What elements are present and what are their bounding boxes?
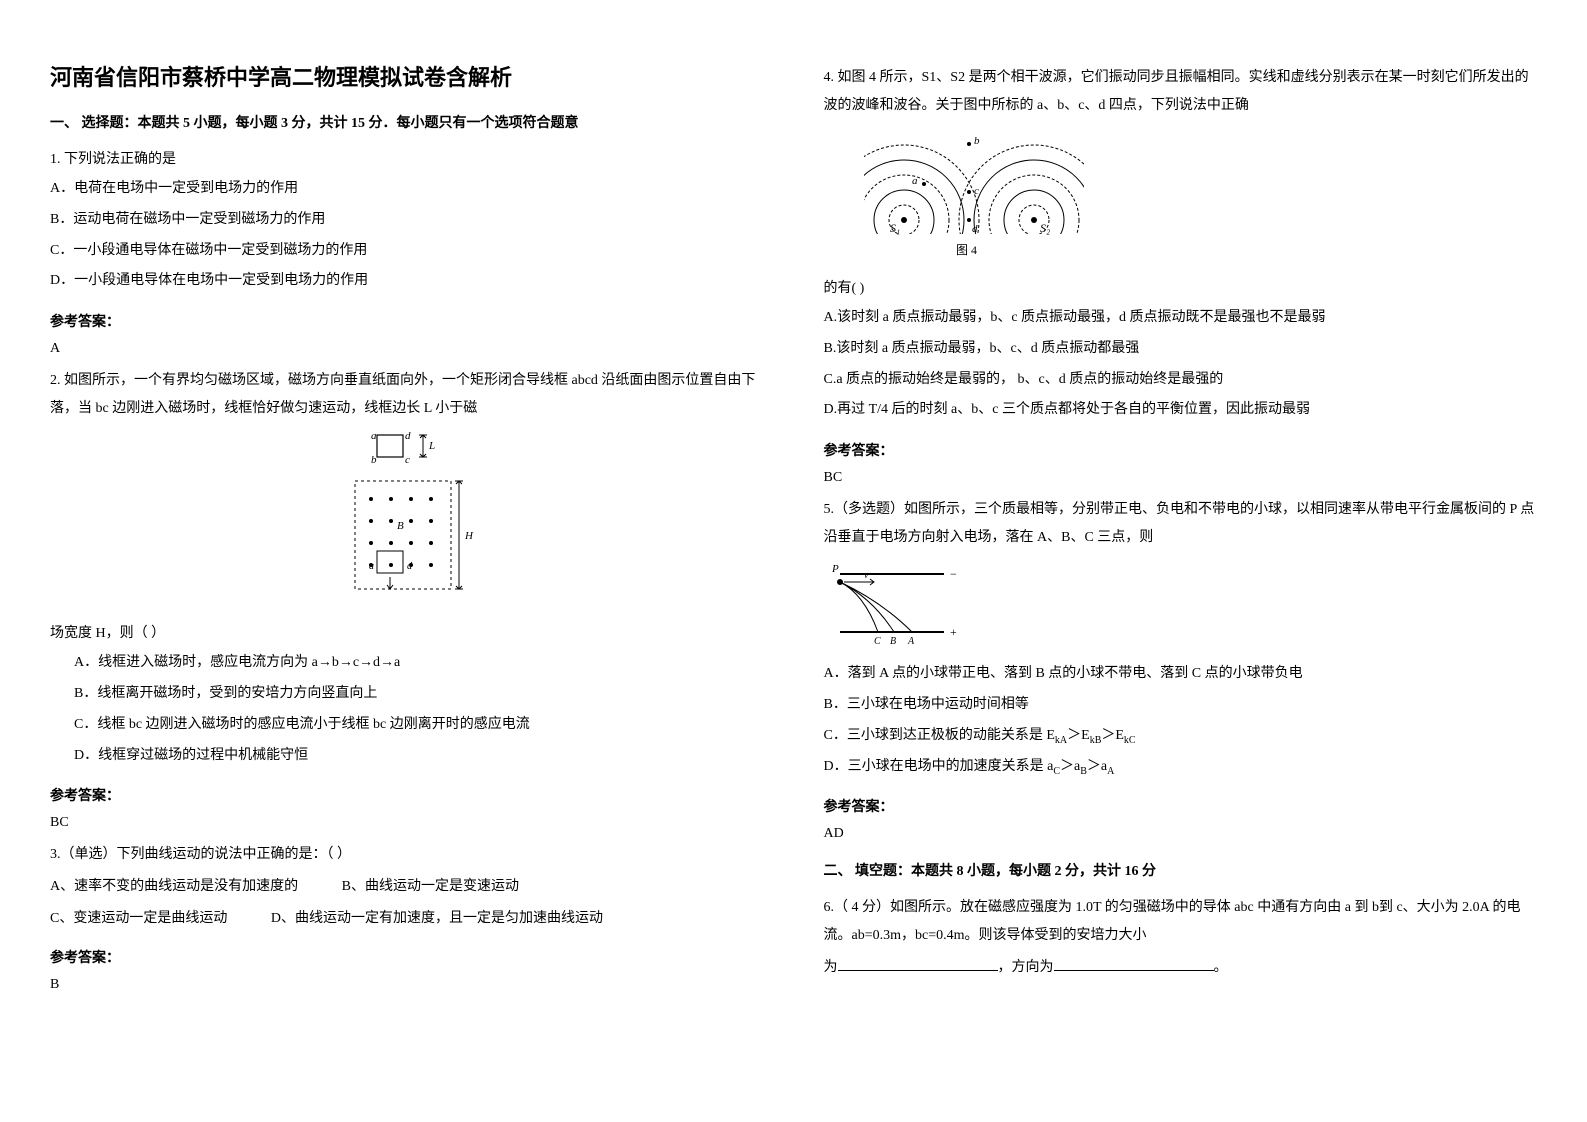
q5-d-pre: D．三小球在电场中的加速度关系是 a: [824, 759, 1054, 774]
q5-stem: 5.（多选题）如图所示，三个质最相等，分别带正电、负电和不带电的小球，以相同速率…: [824, 496, 1538, 552]
q4-figure: S₁ S₂ a b c d 图 4: [864, 124, 1084, 264]
section1-heading: 一、 选择题：本题共 5 小题，每小题 3 分，共计 15 分．每小题只有一个选…: [50, 112, 764, 132]
q5-d-sub3: A: [1107, 765, 1114, 776]
svg-text:P: P: [831, 563, 839, 575]
svg-text:c: c: [974, 185, 979, 197]
q5-c-sub2: kB: [1090, 735, 1102, 746]
q5-opt-b: B．三小球在电场中运动时间相等: [824, 690, 1538, 721]
q5-c-mid1: ＞E: [1067, 728, 1090, 743]
q2-figure: a d b c L B: [327, 429, 487, 609]
q4-stem-1: 4. 如图 4 所示，S1、S2 是两个相干波源，它们振动同步且振幅相同。实线和…: [824, 64, 1538, 120]
q4-opt-c: C.a 质点的振动始终是最弱的， b、c、d 质点的振动始终是最强的: [824, 365, 1538, 396]
q5-answer-label: 参考答案：: [824, 796, 1538, 816]
svg-text:d: d: [405, 430, 411, 442]
q5-c-sub3: kC: [1124, 735, 1136, 746]
q3-stem: 3.（单选）下列曲线运动的说法中正确的是：（ ）: [50, 841, 764, 869]
svg-text:d: d: [972, 223, 978, 235]
doc-title: 河南省信阳市蔡桥中学高二物理模拟试卷含解析: [50, 60, 764, 92]
q3-opts-row1: A、速率不变的曲线运动是没有加速度的 B、曲线运动一定是变速运动: [50, 873, 764, 901]
svg-text:S₁: S₁: [890, 221, 900, 235]
q3-opt-a: A、速率不变的曲线运动是没有加速度的: [50, 879, 298, 894]
svg-text:A: A: [907, 636, 915, 647]
q4-opt-a: A.该时刻 a 质点振动最弱，b、c 质点振动最强，d 质点振动既不是最强也不是…: [824, 303, 1538, 334]
svg-text:v: v: [864, 570, 869, 581]
q2-opt-d: D．线框穿过磁场的过程中机械能守恒: [50, 741, 764, 772]
q3-answer: B: [50, 977, 764, 993]
q4-stem-2: 的有( ): [824, 275, 1538, 303]
q2-answer-label: 参考答案：: [50, 785, 764, 805]
q5-figure: − + P v C B A: [824, 558, 994, 648]
q3-opt-b: B、曲线运动一定是变速运动: [342, 879, 519, 894]
q6-p2b: ，方向为: [998, 960, 1054, 975]
q5-opt-d: D．三小球在电场中的加速度关系是 aC＞aB＞aA: [824, 752, 1538, 783]
q1-answer: A: [50, 341, 764, 357]
svg-text:a: a: [371, 430, 377, 442]
svg-text:H: H: [464, 530, 474, 542]
q2-opt-c: C．线框 bc 边刚进入磁场时的感应电流小于线框 bc 边刚离开时的感应电流: [50, 710, 764, 741]
svg-text:L: L: [428, 440, 435, 452]
q5-d-sub1: C: [1053, 765, 1060, 776]
q4-figure-wrap: S₁ S₂ a b c d 图 4: [824, 120, 1538, 271]
q6-stem-p1: 6.（ 4 分）如图所示。放在磁感应强度为 1.0T 的匀强磁场中的导体 abc…: [824, 894, 1538, 950]
svg-text:+: +: [950, 625, 957, 639]
q2-answer: BC: [50, 815, 764, 831]
q5-d-mid1: ＞a: [1060, 759, 1080, 774]
svg-text:b: b: [974, 135, 980, 147]
q5-opt-a: A．落到 A 点的小球带正电、落到 B 点的小球不带电、落到 C 点的小球带负电: [824, 659, 1538, 690]
q5-figure-wrap: − + P v C B A: [824, 552, 1538, 659]
svg-text:c: c: [405, 454, 410, 466]
q2-figure-wrap: a d b c L B: [50, 429, 764, 614]
right-column: 4. 如图 4 所示，S1、S2 是两个相干波源，它们振动同步且振幅相同。实线和…: [794, 0, 1587, 1122]
q5-c-mid2: ＞E: [1101, 728, 1124, 743]
q6-stem-p2: 为 ，方向为 。: [824, 954, 1538, 982]
q6-p2c: 。: [1214, 960, 1228, 975]
section2-heading: 二、 填空题：本题共 8 小题，每小题 2 分，共计 16 分: [824, 860, 1538, 880]
q2-opt-a: A．线框进入磁场时，感应电流方向为 a→b→c→d→a: [50, 648, 764, 679]
q2-stem-1: 2. 如图所示，一个有界均匀磁场区域，磁场方向垂直纸面向外，一个矩形闭合导线框 …: [50, 367, 764, 423]
svg-text:a: a: [369, 561, 374, 572]
q6-blank-1: [838, 957, 998, 971]
q5-answer: AD: [824, 826, 1538, 842]
svg-text:b: b: [371, 454, 377, 466]
q3-opt-c: C、变速运动一定是曲线运动: [50, 911, 227, 926]
q5-c-pre: C．三小球到达正极板的动能关系是 E: [824, 728, 1055, 743]
q6-p2a: 为: [824, 960, 838, 975]
q6-blank-2: [1054, 957, 1214, 971]
svg-text:B: B: [397, 520, 404, 532]
q1-opt-a: A．电荷在电场中一定受到电场力的作用: [50, 174, 764, 205]
left-column: 河南省信阳市蔡桥中学高二物理模拟试卷含解析 一、 选择题：本题共 5 小题，每小…: [0, 0, 794, 1122]
q3-answer-label: 参考答案：: [50, 947, 764, 967]
q5-opt-c: C．三小球到达正极板的动能关系是 EkA＞EkB＞EkC: [824, 721, 1538, 752]
q4-opt-b: B.该时刻 a 质点振动最弱，b、c、d 质点振动都最强: [824, 334, 1538, 365]
svg-text:S₂: S₂: [1040, 221, 1050, 235]
q1-answer-label: 参考答案：: [50, 311, 764, 331]
q3-opts-row2: C、变速运动一定是曲线运动 D、曲线运动一定有加速度，且一定是匀加速曲线运动: [50, 905, 764, 933]
svg-text:B: B: [890, 636, 896, 647]
q2-stem-2: 场宽度 H，则（ ）: [50, 620, 764, 648]
svg-text:a: a: [912, 175, 918, 187]
q3-opt-d: D、曲线运动一定有加速度，且一定是匀加速曲线运动: [271, 911, 603, 926]
q4-answer: BC: [824, 470, 1538, 486]
svg-text:−: −: [950, 567, 957, 581]
svg-text:C: C: [874, 636, 881, 647]
q4-answer-label: 参考答案：: [824, 440, 1538, 460]
q1-opt-c: C．一小段通电导体在磁场中一定受到磁场力的作用: [50, 236, 764, 267]
q1-stem: 1. 下列说法正确的是: [50, 146, 764, 174]
q2-stem-text-1: 2. 如图所示，一个有界均匀磁场区域，磁场方向垂直纸面向外，一个矩形闭合导线框 …: [50, 373, 755, 416]
q1-opt-b: B．运动电荷在磁场中一定受到磁场力的作用: [50, 205, 764, 236]
q5-d-mid2: ＞a: [1087, 759, 1107, 774]
q5-d-sub2: B: [1080, 765, 1087, 776]
q2-opt-b: B．线框离开磁场时，受到的安培力方向竖直向上: [50, 679, 764, 710]
q1-opt-d: D．一小段通电导体在电场中一定受到电场力的作用: [50, 266, 764, 297]
q4-fig-label: 图 4: [956, 243, 977, 257]
q4-opt-d: D.再过 T/4 后的时刻 a、b、c 三个质点都将处于各自的平衡位置，因此振动…: [824, 395, 1538, 426]
q5-c-sub1: kA: [1055, 735, 1067, 746]
